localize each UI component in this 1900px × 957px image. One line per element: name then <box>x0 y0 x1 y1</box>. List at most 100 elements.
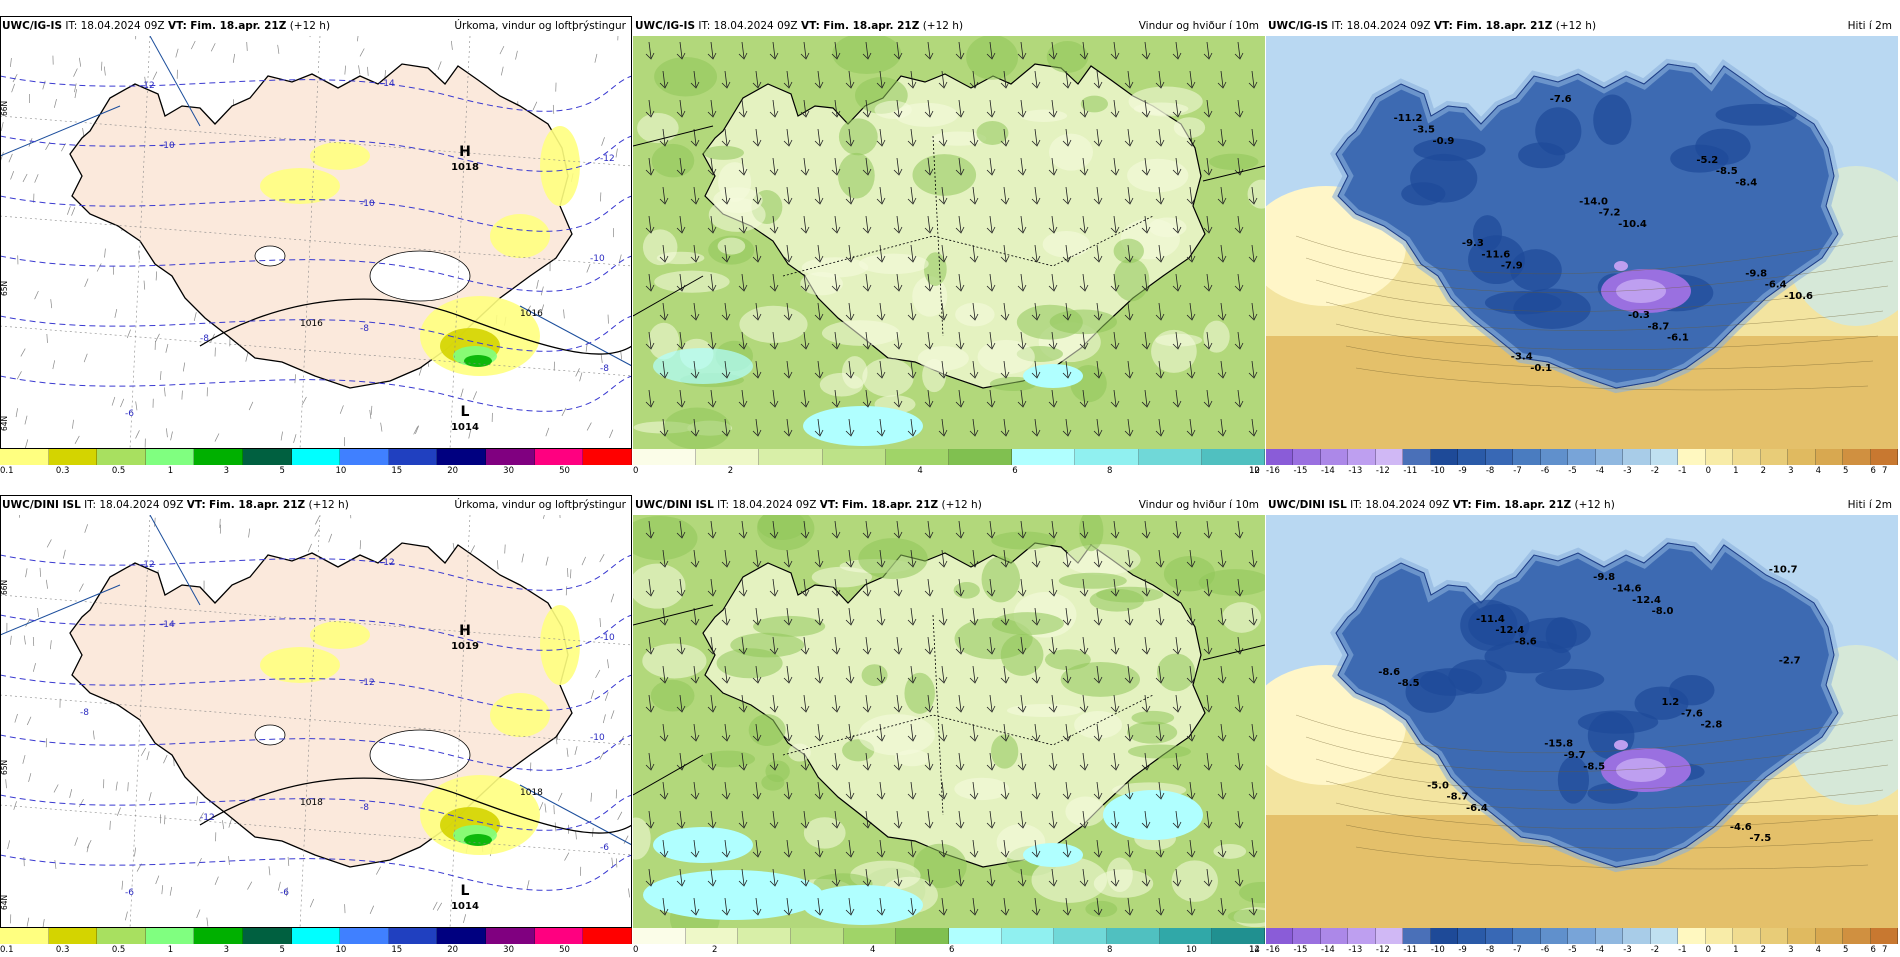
colorbar-label: 4 <box>1816 466 1821 476</box>
isotherm-label: -12 <box>600 154 615 164</box>
panel-header: UWC/IG-IS IT: 18.04.2024 09Z VT: Fim. 18… <box>1266 16 1898 36</box>
colorbar-swatch <box>583 449 632 465</box>
colorbar-label: 2 <box>1761 945 1766 955</box>
colorbar-swatch <box>1107 928 1160 944</box>
colorbar-label: -5 <box>1568 466 1576 476</box>
colorbar-label: -6 <box>1541 945 1549 955</box>
colorbar-label: 7 <box>1882 945 1887 955</box>
it-label: IT: <box>1350 499 1362 511</box>
colorbar-swatch <box>1293 928 1320 944</box>
temperature-label: -0.1 <box>1530 363 1552 374</box>
colorbar-swatch <box>1321 928 1348 944</box>
field-title: Hiti í 2m <box>1848 16 1892 36</box>
colorbar-swatch <box>1788 449 1815 465</box>
panel-header: UWC/IG-IS IT: 18.04.2024 09Z VT: Fim. 18… <box>0 16 632 36</box>
temperature-label: -7.6 <box>1681 708 1703 719</box>
colorbar-label: 4 <box>917 466 922 476</box>
temperature-label: -11.6 <box>1481 249 1510 260</box>
colorbar-label: -15 <box>1293 466 1307 476</box>
colorbar-swatch <box>97 449 146 465</box>
colorbar-swatch <box>389 449 438 465</box>
isotherm-label: -12 <box>140 560 155 570</box>
colorbar-label: 7 <box>1882 466 1887 476</box>
it-value: 18.04.2024 09Z <box>99 499 183 511</box>
lead-time: (+12 h) <box>308 499 348 511</box>
latitude-tick: 64N <box>0 416 9 431</box>
colorbar-swatch <box>1293 449 1320 465</box>
model-name: UWC/DINI ISL <box>2 499 81 511</box>
vt-value: Fim. 18.apr. 21Z <box>209 499 305 511</box>
vt-label: VT: <box>168 20 187 32</box>
temperature-label: -7.2 <box>1599 208 1621 219</box>
isotherm-label: -8 <box>360 803 369 813</box>
colorbar-swatch <box>1541 449 1568 465</box>
colorbar-label: 8 <box>1107 945 1112 955</box>
vt-value: Fim. 18.apr. 21Z <box>823 20 919 32</box>
colorbar-label: -2 <box>1651 945 1659 955</box>
colorbar-label: 10 <box>335 466 346 476</box>
colorbar-swatch <box>1706 449 1733 465</box>
colorbar-swatch <box>1733 449 1760 465</box>
it-value: 18.04.2024 09Z <box>714 20 798 32</box>
high-pressure-value: 1018 <box>451 162 479 173</box>
it-label: IT: <box>65 20 77 32</box>
lead-time: (+12 h) <box>1574 499 1614 511</box>
colorbar-label: -4 <box>1596 466 1604 476</box>
forecast-panel-r2c2: UWC/DINI ISL IT: 18.04.2024 09Z VT: Fim.… <box>633 495 1265 950</box>
colorbar-swatch <box>49 928 98 944</box>
colorbar-swatch <box>1160 928 1213 944</box>
colorbar-label: 8 <box>1107 466 1112 476</box>
colorbar-label: -5 <box>1568 945 1576 955</box>
map-wind <box>633 515 1265 928</box>
temperature-label: -9.8 <box>1745 268 1767 279</box>
temperature-label: -10.7 <box>1769 565 1798 576</box>
colorbar-swatch <box>1651 928 1678 944</box>
colorbar-label: 30 <box>503 945 514 955</box>
isotherm-label: -6 <box>125 409 134 419</box>
colorbar-swatch <box>738 928 791 944</box>
temperature-label: -9.3 <box>1462 238 1484 249</box>
colorbar-swatch <box>1458 449 1485 465</box>
colorbar-swatch <box>1266 449 1293 465</box>
colorbar-swatch <box>686 928 739 944</box>
colorbar-swatch <box>49 449 98 465</box>
vt-value: Fim. 18.apr. 21Z <box>842 499 938 511</box>
latitude-tick: 66N <box>0 101 9 116</box>
colorbar-label: -13 <box>1348 466 1362 476</box>
colorbar-label: 6 <box>949 945 954 955</box>
colorbar-label: -15 <box>1293 945 1307 955</box>
isotherm-label: -14 <box>160 620 175 630</box>
lead-time: (+12 h) <box>923 20 963 32</box>
colorbar-label: 10 <box>1186 945 1197 955</box>
colorbar-swatch <box>886 449 949 465</box>
map-wind <box>633 36 1265 449</box>
colorbar-swatch <box>1002 928 1055 944</box>
isotherm-label: -12 <box>360 678 375 688</box>
vt-label: VT: <box>1453 499 1472 511</box>
colorbar-label: 6 <box>1012 466 1017 476</box>
vt-label: VT: <box>1434 20 1453 32</box>
colorbar-swatch <box>0 449 49 465</box>
forecast-panel-r1c1: UWC/IG-IS IT: 18.04.2024 09Z VT: Fim. 18… <box>0 16 632 471</box>
temperature-label: -11.2 <box>1394 113 1423 124</box>
colorbar-swatch <box>1568 928 1595 944</box>
colorbar-swatch <box>1403 928 1430 944</box>
isotherm-label: -10 <box>360 199 375 209</box>
map-temp: -7.9-10.4-8.4-0.9-7.6-6.1-10.6-11.6-7.2-… <box>1266 36 1898 449</box>
colorbar-label: -10 <box>1431 945 1445 955</box>
colorbar-swatch <box>437 449 486 465</box>
colorbar-swatch <box>1541 928 1568 944</box>
colorbar-swatch <box>1321 449 1348 465</box>
colorbar-swatch <box>759 449 822 465</box>
field-title: Úrkoma, vindur og loftþrýstingur <box>454 495 626 515</box>
isotherm-label: -14 <box>380 79 395 89</box>
isotherm-label: -8 <box>360 324 369 334</box>
colorbar-label: 50 <box>559 945 570 955</box>
colorbar-swatch <box>1513 928 1540 944</box>
colorbar-label: 0 <box>1706 945 1711 955</box>
colorbar-swatch <box>791 928 844 944</box>
colorbar-label: 2 <box>712 945 717 955</box>
temperature-label: -8.5 <box>1583 761 1605 772</box>
